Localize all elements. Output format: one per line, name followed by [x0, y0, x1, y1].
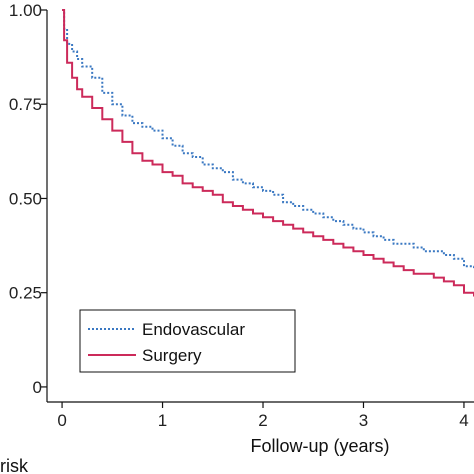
y-tick-label: 0 [33, 378, 42, 397]
x-tick-label: 2 [258, 411, 267, 430]
y-tick-label: 0.25 [9, 284, 42, 303]
legend: Endovascular Surgery [79, 309, 296, 373]
axes: 0 0.25 0.50 0.75 1.00 0 1 2 3 4 [9, 1, 474, 430]
series-line-endovascular [62, 9, 474, 271]
x-tick-label: 1 [158, 411, 167, 430]
y-tick-label: 1.00 [9, 1, 42, 20]
bottom-text: risk [0, 456, 29, 474]
x-tick-label: 3 [359, 411, 368, 430]
legend-surgery-label: Surgery [142, 346, 202, 365]
x-tick-label: 4 [459, 411, 468, 430]
legend-box [79, 309, 296, 373]
x-axis-title: Follow-up (years) [250, 436, 389, 456]
y-tick-label: 0.75 [9, 95, 42, 114]
legend-endovascular-label: Endovascular [142, 320, 245, 339]
series-lines [62, 9, 474, 297]
y-tick-label: 0.50 [9, 189, 42, 208]
x-tick-label: 0 [57, 411, 66, 430]
series-line-surgery [62, 9, 474, 297]
